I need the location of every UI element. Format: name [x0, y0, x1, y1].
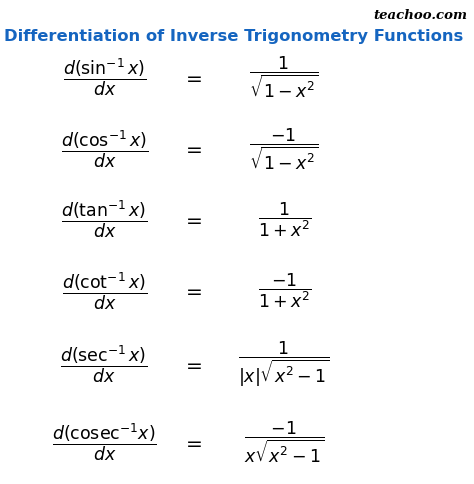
Text: $\dfrac{-1}{x\sqrt{x^2 - 1}}$: $\dfrac{-1}{x\sqrt{x^2 - 1}}$ — [244, 419, 325, 464]
Text: $\dfrac{d(\sin^{-1} x)}{dx}$: $\dfrac{d(\sin^{-1} x)}{dx}$ — [63, 57, 146, 98]
Text: $\dfrac{-1}{1 + x^2}$: $\dfrac{-1}{1 + x^2}$ — [257, 271, 311, 310]
Text: $\dfrac{d(\sec^{-1} x)}{dx}$: $\dfrac{d(\sec^{-1} x)}{dx}$ — [61, 343, 148, 385]
Text: $\dfrac{d(\mathrm{cosec}^{-1} x)}{dx}$: $\dfrac{d(\mathrm{cosec}^{-1} x)}{dx}$ — [52, 421, 157, 462]
Text: $=$: $=$ — [182, 68, 202, 87]
Text: $\dfrac{1}{\sqrt{1 - x^2}}$: $\dfrac{1}{\sqrt{1 - x^2}}$ — [249, 55, 319, 100]
Text: $=$: $=$ — [182, 210, 202, 229]
Text: teachoo.com: teachoo.com — [373, 9, 467, 22]
Text: $=$: $=$ — [182, 354, 202, 374]
Text: $\dfrac{d(\tan^{-1} x)}{dx}$: $\dfrac{d(\tan^{-1} x)}{dx}$ — [61, 198, 148, 240]
Text: $=$: $=$ — [182, 281, 202, 300]
Text: $=$: $=$ — [182, 432, 202, 451]
Text: Differentiation of Inverse Trigonometry Functions: Differentiation of Inverse Trigonometry … — [4, 29, 463, 44]
Text: $\dfrac{-1}{\sqrt{1 - x^2}}$: $\dfrac{-1}{\sqrt{1 - x^2}}$ — [249, 126, 319, 171]
Text: $=$: $=$ — [182, 139, 202, 158]
Text: $\dfrac{d(\cot^{-1} x)}{dx}$: $\dfrac{d(\cot^{-1} x)}{dx}$ — [62, 270, 147, 311]
Text: $\dfrac{1}{1 + x^2}$: $\dfrac{1}{1 + x^2}$ — [257, 200, 311, 239]
Text: $\dfrac{1}{|x|\sqrt{x^2 - 1}}$: $\dfrac{1}{|x|\sqrt{x^2 - 1}}$ — [238, 339, 330, 389]
Text: $\dfrac{d(\cos^{-1} x)}{dx}$: $\dfrac{d(\cos^{-1} x)}{dx}$ — [61, 128, 148, 169]
